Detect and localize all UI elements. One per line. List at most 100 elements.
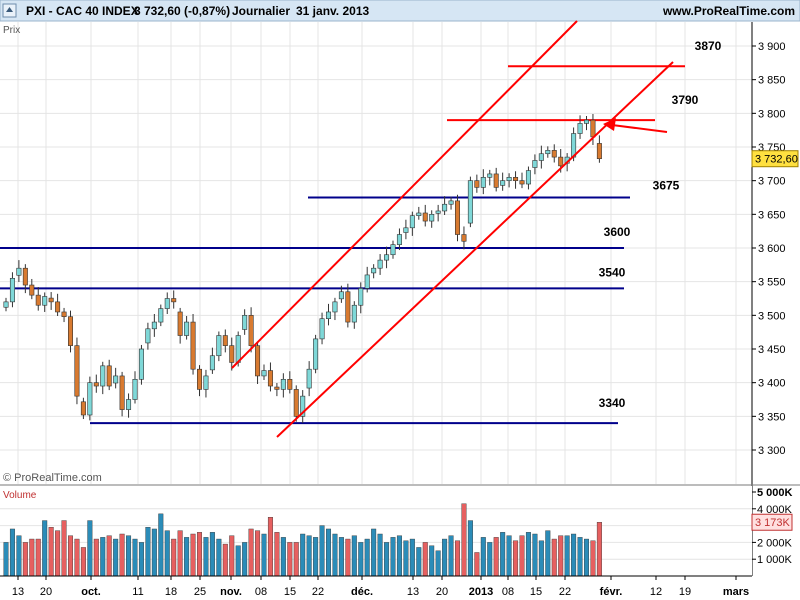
candle-body xyxy=(538,153,544,161)
last-price-box xyxy=(751,150,799,168)
time-tick-label: oct. xyxy=(81,586,101,598)
volume-bar xyxy=(390,537,396,577)
candle-body xyxy=(177,311,183,336)
price-tick-label: 3 350 xyxy=(758,411,786,423)
volume-bar xyxy=(203,537,209,577)
candle-body xyxy=(313,338,319,370)
volume-bar xyxy=(377,533,383,577)
volume-bar xyxy=(61,520,67,577)
volume-bar xyxy=(558,535,564,577)
candle-body xyxy=(216,335,222,357)
volume-bar xyxy=(442,538,448,577)
time-tick-label: 15 xyxy=(530,586,542,598)
price-tick-label: 3 450 xyxy=(758,344,786,356)
candle-body xyxy=(487,173,493,178)
candle-body xyxy=(16,267,22,276)
candle-body xyxy=(113,375,119,384)
candle-body xyxy=(429,214,435,222)
last-volume-tag: 3 173K xyxy=(751,513,793,531)
volume-bar xyxy=(525,532,531,577)
volume-bar xyxy=(480,537,486,577)
time-tick-label: 11 xyxy=(132,586,143,598)
candle-body xyxy=(203,375,209,390)
volume-bar xyxy=(448,535,454,577)
time-tick-label: 13 xyxy=(12,586,24,598)
candle-body xyxy=(68,316,74,346)
volume-bar xyxy=(590,540,596,577)
volume-bar xyxy=(16,535,22,577)
candle-body xyxy=(338,291,344,300)
candle-body xyxy=(35,294,41,306)
volume-bar xyxy=(493,537,499,577)
volume-bar xyxy=(551,538,557,577)
candle-body xyxy=(119,375,125,410)
time-tick-label: 08 xyxy=(255,586,267,598)
volume-bar xyxy=(29,538,35,577)
channel-upper-line xyxy=(231,20,578,369)
candle-body xyxy=(390,244,396,256)
candle-body xyxy=(235,335,241,363)
last-price-tag: 3 732,60 xyxy=(751,150,799,168)
candle-body xyxy=(506,177,512,181)
annotation-arrow-head xyxy=(603,118,616,131)
candle-body xyxy=(409,215,415,229)
annotation-arrow-shaft xyxy=(611,124,668,133)
candle-body xyxy=(532,160,538,168)
volume-bar xyxy=(326,528,332,577)
price-tick-label: 3 400 xyxy=(758,378,786,390)
level-label-3790: 3790 xyxy=(672,93,699,107)
candle-body xyxy=(474,180,480,188)
candle-body xyxy=(280,378,286,390)
time-tick-label: 19 xyxy=(679,586,691,598)
last-price-label: 3 732,60 xyxy=(755,154,798,166)
volume-bar xyxy=(584,538,590,577)
level-label-3600: 3600 xyxy=(604,225,631,239)
time-tick-label: févr. xyxy=(600,586,623,598)
candle-body xyxy=(61,311,67,317)
candle-body xyxy=(261,370,267,377)
volume-bar xyxy=(42,520,48,577)
volume-bar xyxy=(80,547,86,577)
candle-body xyxy=(454,200,460,235)
volume-bar xyxy=(177,530,183,577)
volume-bar xyxy=(487,542,493,577)
volume-bar xyxy=(184,537,190,577)
candle-body xyxy=(416,212,422,216)
candle-body xyxy=(351,304,357,323)
candle-body xyxy=(151,321,157,330)
volume-bar xyxy=(255,530,261,577)
volume-bar xyxy=(513,540,519,577)
volume-bar xyxy=(87,520,93,577)
volume-bar xyxy=(474,552,480,577)
candle-body xyxy=(197,368,203,390)
volume-bar xyxy=(216,538,222,577)
candle-body xyxy=(22,267,28,286)
volume-bar xyxy=(55,530,61,577)
last-volume-label: 3 173K xyxy=(755,517,791,529)
time-tick-label: mars xyxy=(723,586,749,598)
volume-bar xyxy=(409,538,415,577)
volume-bar xyxy=(338,537,344,577)
site-link[interactable]: www.ProRealTime.com xyxy=(662,4,795,18)
volume-bar xyxy=(500,532,506,577)
time-tick-label: 22 xyxy=(312,586,324,598)
time-tick-label: nov. xyxy=(220,586,242,598)
volume-bar xyxy=(403,540,409,577)
candle-body xyxy=(100,365,106,387)
candle-body xyxy=(590,119,596,138)
level-label-3540: 3540 xyxy=(599,265,626,279)
volume-panel-label: Volume xyxy=(3,490,37,501)
collapse-icon[interactable] xyxy=(2,3,17,18)
volume-bar xyxy=(571,533,577,577)
price-tick-label: 3 650 xyxy=(758,209,786,221)
volume-bar xyxy=(106,535,112,577)
time-tick-label: 25 xyxy=(194,586,206,598)
volume-bar xyxy=(538,540,544,577)
volume-bar xyxy=(196,532,202,577)
candle-body xyxy=(358,288,364,306)
time-tick-label: 13 xyxy=(407,586,419,598)
volume-bar xyxy=(242,542,248,577)
candle-body xyxy=(422,212,428,222)
candle-body xyxy=(558,156,564,167)
